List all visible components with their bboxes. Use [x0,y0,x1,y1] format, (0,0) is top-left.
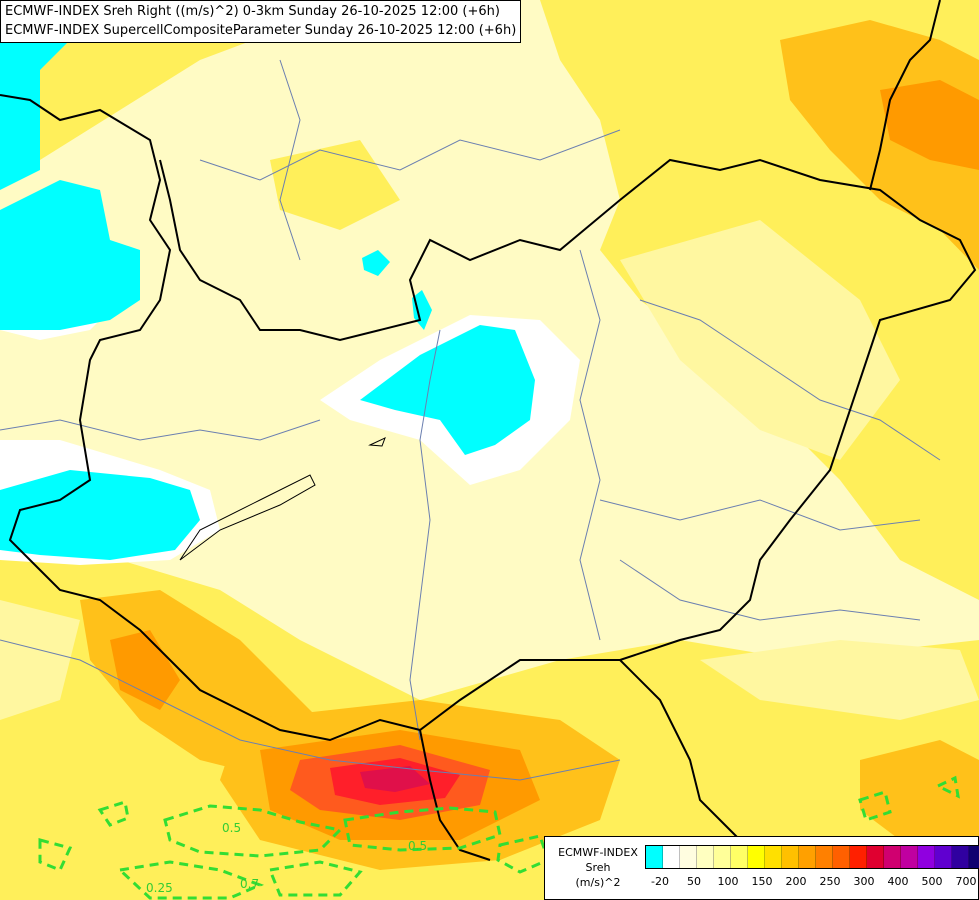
sreh-field-red [290,745,490,820]
legend-swatch [901,846,918,868]
legend-tick-label: 50 [687,875,701,888]
legend-swatch [646,846,663,868]
legend-swatch [884,846,901,868]
legend-color-bar [645,845,979,869]
contour-label: 0.7 [240,877,259,891]
legend-swatch [867,846,884,868]
legend-swatch [731,846,748,868]
legend-swatch [918,846,935,868]
legend-tick-label: 500 [921,875,943,888]
legend-title-source: ECMWF-INDEX [558,846,638,859]
contour-label: 0.5 [408,839,427,853]
legend-swatch [663,846,680,868]
contour-label: 0.25 [146,881,173,895]
legend-tick-label: 150 [751,875,773,888]
header-line-scp: ECMWF-INDEX SupercellCompositeParameter … [5,23,517,38]
legend-title-unit: (m/s)^2 [575,876,621,889]
legend-swatch [748,846,765,868]
contour-label: 0.5 [222,821,241,835]
legend-tick-label: 700 [955,875,977,888]
legend-tick-label: 100 [717,875,739,888]
color-legend: ECMWF-INDEX Sreh (m/s)^2 -20 50 100 150 200 2… [544,836,979,900]
scp-contour-labels: 0.5 0.5 0.25 0.7 [146,821,427,895]
legend-swatch [765,846,782,868]
legend-swatch [680,846,697,868]
legend-title: ECMWF-INDEX Sreh (m/s)^2 [553,845,643,890]
legend-tick-label: -20 [651,875,669,888]
legend-title-variable: Sreh [585,861,611,874]
sreh-field-light [0,220,979,720]
scp-contours [38,775,960,900]
legend-swatch [816,846,833,868]
legend-tick-label: 400 [887,875,909,888]
legend-tick-label: 300 [853,875,875,888]
sreh-field-cyan [0,0,535,560]
legend-swatch [782,846,799,868]
legend-tick-label: 200 [785,875,807,888]
legend-swatch [799,846,816,868]
header-line-sreh: ECMWF-INDEX Sreh Right ((m/s)^2) 0-3km S… [5,4,500,19]
lakes [179,437,386,561]
legend-swatch [952,846,969,868]
map-header: ECMWF-INDEX Sreh Right ((m/s)^2) 0-3km S… [0,0,522,43]
legend-swatch [697,846,714,868]
legend-swatch [714,846,731,868]
legend-swatch [833,846,850,868]
legend-swatch [969,846,979,868]
rivers [0,59,941,781]
legend-swatch [850,846,867,868]
legend-swatch [935,846,952,868]
legend-tick-label: 250 [819,875,841,888]
legend-ticks: -20 50 100 150 200 250 300 400 500 700 [645,875,977,891]
